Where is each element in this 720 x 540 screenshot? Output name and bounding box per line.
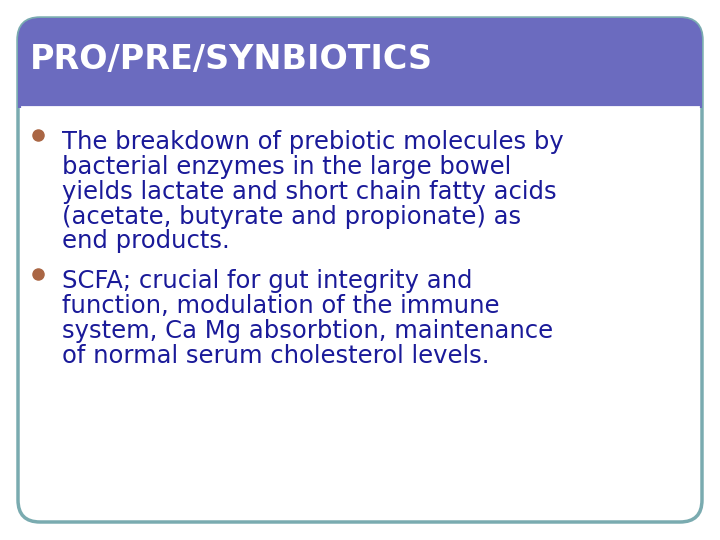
Text: SCFA; crucial for gut integrity and: SCFA; crucial for gut integrity and (62, 269, 472, 293)
Text: function, modulation of the immune: function, modulation of the immune (62, 294, 500, 318)
Bar (18, 82, 702, 108)
FancyBboxPatch shape (18, 18, 702, 522)
Text: bacterial enzymes in the large bowel: bacterial enzymes in the large bowel (62, 155, 511, 179)
FancyBboxPatch shape (18, 18, 702, 108)
Text: yields lactate and short chain fatty acids: yields lactate and short chain fatty aci… (62, 180, 557, 204)
Text: end products.: end products. (62, 230, 230, 253)
Text: system, Ca Mg absorbtion, maintenance: system, Ca Mg absorbtion, maintenance (62, 319, 553, 343)
Text: The breakdown of prebiotic molecules by: The breakdown of prebiotic molecules by (62, 130, 564, 154)
Text: of normal serum cholesterol levels.: of normal serum cholesterol levels. (62, 344, 490, 368)
Text: PRO/PRE/SYNBIOTICS: PRO/PRE/SYNBIOTICS (30, 44, 433, 77)
Text: (acetate, butyrate and propionate) as: (acetate, butyrate and propionate) as (62, 205, 521, 228)
